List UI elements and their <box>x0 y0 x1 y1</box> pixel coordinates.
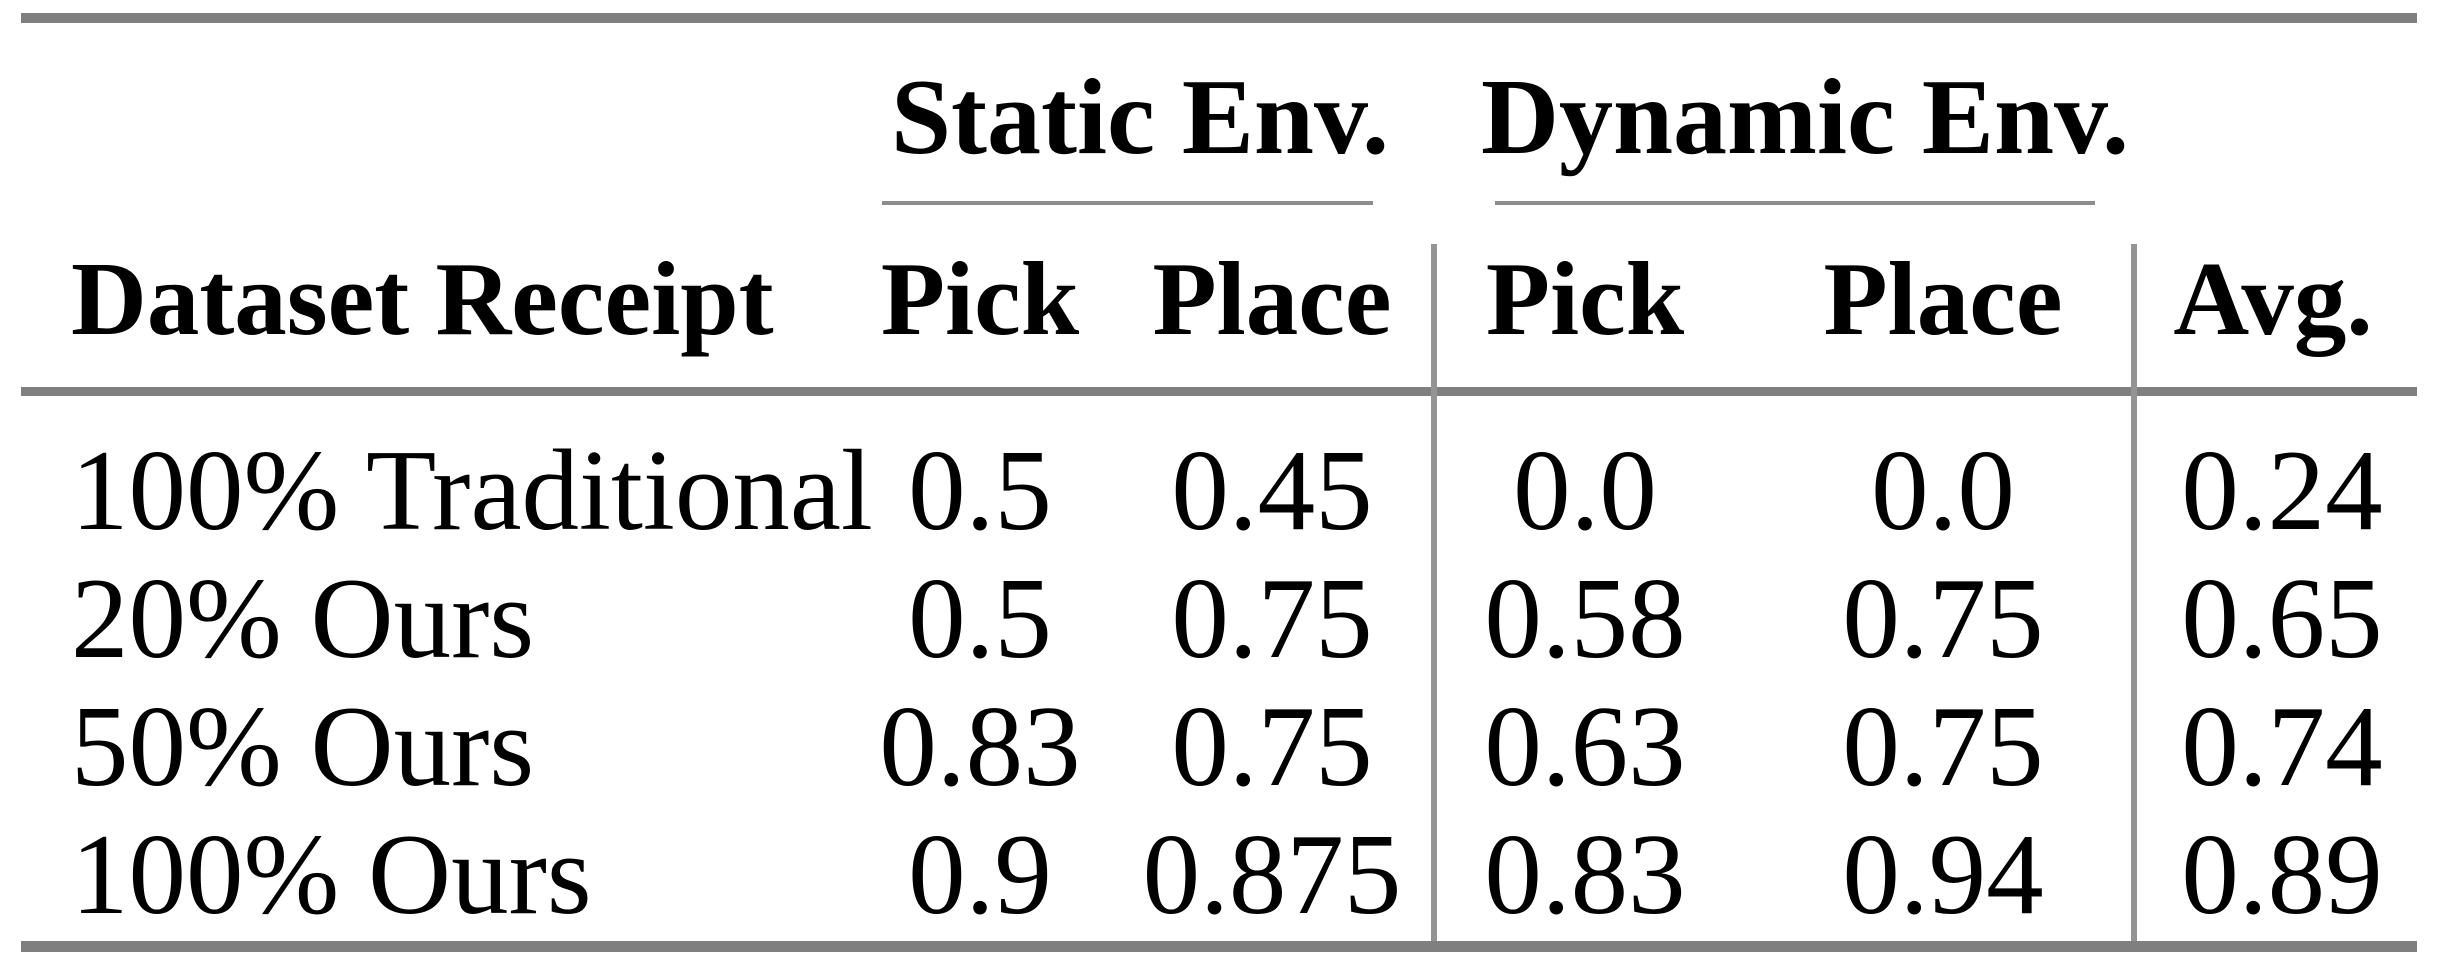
cell-dynamic-pick: 0.58 <box>1484 555 1686 682</box>
cell-dynamic-pick: 0.0 <box>1513 427 1657 554</box>
header-static-pick: Pick <box>880 240 1080 357</box>
cell-dynamic-place: 0.75 <box>1842 683 2044 810</box>
group-header-dynamic-env: Dynamic Env. <box>1480 58 2130 177</box>
header-dynamic-pick: Pick <box>1485 240 1685 357</box>
dynamic-env-underline <box>1495 201 2095 205</box>
cell-static-pick: 0.9 <box>908 811 1052 938</box>
cell-avg: 0.74 <box>2181 683 2383 810</box>
header-static-place: Place <box>1152 240 1392 357</box>
cell-dynamic-pick: 0.63 <box>1484 683 1686 810</box>
cell-dynamic-place: 0.94 <box>1842 811 2044 938</box>
cell-static-place: 0.75 <box>1171 683 1373 810</box>
cell-static-place: 0.75 <box>1171 555 1373 682</box>
cell-dynamic-pick: 0.83 <box>1484 811 1686 938</box>
cell-avg: 0.24 <box>2181 427 2383 554</box>
cell-dynamic-place: 0.75 <box>1842 555 2044 682</box>
cell-static-pick: 0.5 <box>908 555 1052 682</box>
cell-static-pick: 0.83 <box>879 683 1081 810</box>
dynamic-avg-separator <box>2131 244 2137 941</box>
cell-avg: 0.89 <box>2181 811 2383 938</box>
row-label: 100% Traditional <box>71 427 873 554</box>
row-label: 20% Ours <box>71 555 535 682</box>
static-dynamic-separator <box>1431 244 1437 941</box>
top-rule <box>21 13 2417 23</box>
header-dynamic-place: Place <box>1823 240 2063 357</box>
cell-static-place: 0.875 <box>1142 811 1402 938</box>
row-label: 100% Ours <box>71 811 592 938</box>
header-body-rule <box>21 387 2417 396</box>
cell-dynamic-place: 0.0 <box>1871 427 2015 554</box>
header-avg: Avg. <box>2173 240 2373 357</box>
cell-static-place: 0.45 <box>1171 427 1373 554</box>
cell-static-pick: 0.5 <box>908 427 1052 554</box>
group-header-static-env: Static Env. <box>890 58 1390 177</box>
bottom-rule <box>21 941 2417 952</box>
header-dataset-receipt: Dataset Receipt <box>71 240 774 357</box>
cell-avg: 0.65 <box>2181 555 2383 682</box>
static-env-underline <box>882 201 1373 205</box>
row-label: 50% Ours <box>71 683 535 810</box>
